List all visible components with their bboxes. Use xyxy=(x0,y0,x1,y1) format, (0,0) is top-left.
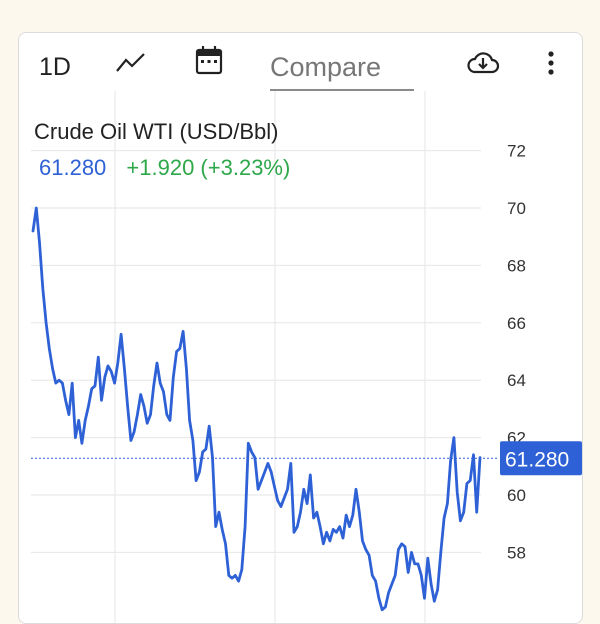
y-tick-label: 58 xyxy=(507,543,526,562)
y-tick-label: 64 xyxy=(507,371,526,390)
chart-card: 1D Compare xyxy=(18,32,583,624)
price-change: +1.920 (+3.23%) xyxy=(126,155,291,180)
compare-input[interactable]: Compare xyxy=(270,47,414,91)
line-chart-icon[interactable] xyxy=(115,51,147,75)
y-tick-label: 70 xyxy=(507,199,526,218)
cloud-download-icon[interactable] xyxy=(466,49,500,77)
last-price: 61.280 xyxy=(39,155,107,180)
y-tick-label: 66 xyxy=(507,314,526,333)
y-tick-label: 60 xyxy=(507,486,526,505)
calendar-icon[interactable] xyxy=(195,45,223,75)
y-tick-label: 72 xyxy=(507,142,526,161)
price-series-line xyxy=(31,206,482,612)
instrument-title: Crude Oil WTI (USD/Bbl) xyxy=(34,119,279,144)
price-tag-label: 61.280 xyxy=(505,448,569,471)
more-vertical-icon[interactable] xyxy=(547,50,555,78)
range-selector[interactable]: 1D xyxy=(39,53,71,81)
chart-toolbar: 1D Compare xyxy=(19,33,582,103)
quote-row: 61.280 +1.920 (+3.23%) xyxy=(39,155,290,181)
price-tag xyxy=(500,441,582,476)
y-tick-label: 68 xyxy=(507,256,526,275)
